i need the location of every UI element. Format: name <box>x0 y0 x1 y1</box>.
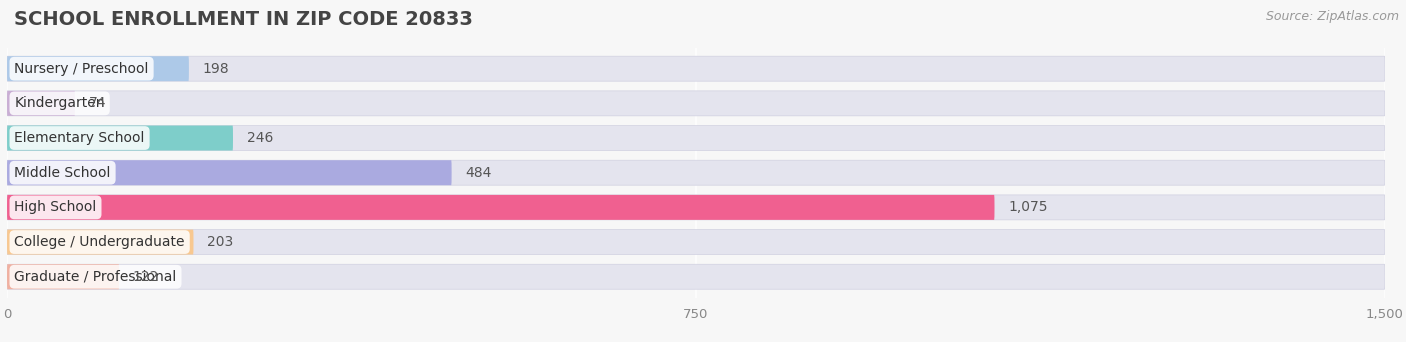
Text: Source: ZipAtlas.com: Source: ZipAtlas.com <box>1265 10 1399 23</box>
Text: 1,075: 1,075 <box>1008 200 1047 214</box>
FancyBboxPatch shape <box>7 126 233 150</box>
Text: Graduate / Professional: Graduate / Professional <box>14 270 177 284</box>
FancyBboxPatch shape <box>7 160 1385 185</box>
FancyBboxPatch shape <box>7 195 1385 220</box>
FancyBboxPatch shape <box>7 91 75 116</box>
FancyBboxPatch shape <box>7 91 1385 116</box>
Text: SCHOOL ENROLLMENT IN ZIP CODE 20833: SCHOOL ENROLLMENT IN ZIP CODE 20833 <box>14 10 472 29</box>
FancyBboxPatch shape <box>7 56 1385 81</box>
FancyBboxPatch shape <box>7 264 120 289</box>
FancyBboxPatch shape <box>7 126 1385 150</box>
Text: Elementary School: Elementary School <box>14 131 145 145</box>
Text: 484: 484 <box>465 166 492 180</box>
Text: 203: 203 <box>207 235 233 249</box>
Text: Nursery / Preschool: Nursery / Preschool <box>14 62 149 76</box>
Text: 74: 74 <box>89 96 107 110</box>
FancyBboxPatch shape <box>7 264 1385 289</box>
Text: High School: High School <box>14 200 97 214</box>
FancyBboxPatch shape <box>7 229 1385 254</box>
FancyBboxPatch shape <box>7 160 451 185</box>
Text: 198: 198 <box>202 62 229 76</box>
Text: College / Undergraduate: College / Undergraduate <box>14 235 184 249</box>
FancyBboxPatch shape <box>7 56 188 81</box>
Text: 122: 122 <box>134 270 159 284</box>
FancyBboxPatch shape <box>7 195 994 220</box>
FancyBboxPatch shape <box>7 229 194 254</box>
Text: Kindergarten: Kindergarten <box>14 96 105 110</box>
Text: 246: 246 <box>247 131 273 145</box>
Text: Middle School: Middle School <box>14 166 111 180</box>
